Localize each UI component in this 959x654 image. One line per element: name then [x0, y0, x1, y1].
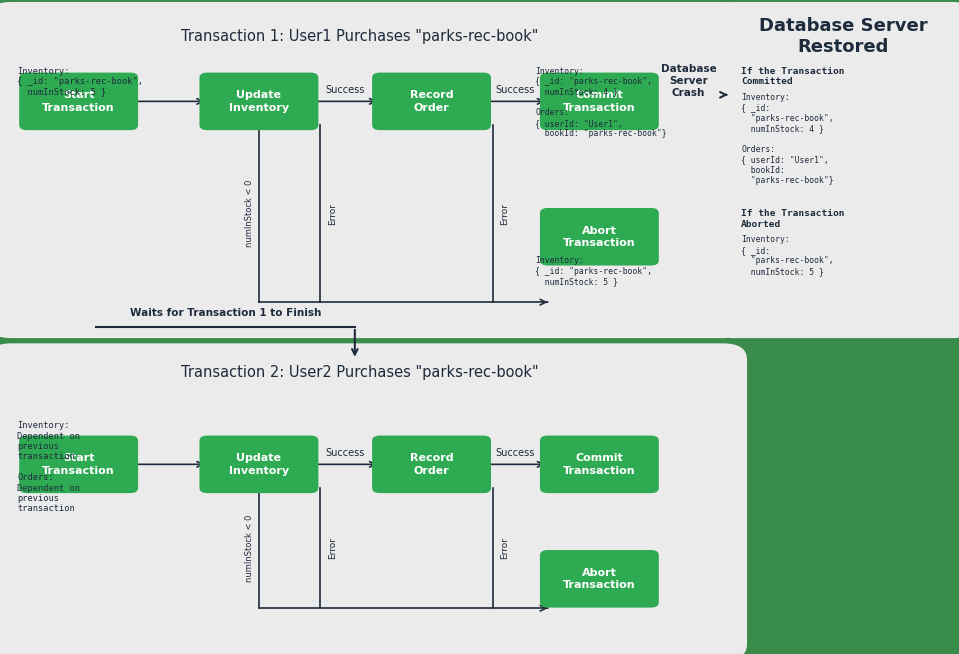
FancyBboxPatch shape [540, 208, 659, 266]
Text: Error: Error [328, 537, 337, 559]
FancyBboxPatch shape [19, 73, 138, 130]
Text: Abort
Transaction: Abort Transaction [563, 568, 636, 590]
FancyBboxPatch shape [372, 73, 491, 130]
Text: Update
Inventory: Update Inventory [229, 453, 289, 475]
Text: Success: Success [325, 84, 365, 95]
Text: numInStock < 0: numInStock < 0 [245, 180, 254, 247]
Text: If the Transaction
Aborted: If the Transaction Aborted [741, 209, 845, 229]
FancyBboxPatch shape [0, 343, 747, 654]
Text: numInStock < 0: numInStock < 0 [245, 514, 254, 582]
Text: Update
Inventory: Update Inventory [229, 90, 289, 112]
FancyBboxPatch shape [540, 436, 659, 493]
Text: Success: Success [496, 447, 535, 458]
Text: Inventory:
{ _id: "parks-rec-book",
  numInStock: 5 }: Inventory: { _id: "parks-rec-book", numI… [535, 256, 652, 286]
Text: Database Server
Restored: Database Server Restored [759, 17, 927, 56]
Text: Inventory:
{ _id: "parks-rec-book",
  numInStock: 5 }: Inventory: { _id: "parks-rec-book", numI… [17, 67, 143, 97]
FancyBboxPatch shape [540, 73, 659, 130]
FancyBboxPatch shape [710, 2, 959, 338]
Text: Commit
Transaction: Commit Transaction [563, 90, 636, 112]
FancyBboxPatch shape [540, 550, 659, 608]
Text: Error: Error [501, 537, 509, 559]
Text: Start
Transaction: Start Transaction [42, 453, 115, 475]
Text: Inventory:
{ _id: "parks-rec-book",
  numInStock: 4 }

Orders:
{ userId: "User1": Inventory: { _id: "parks-rec-book", numI… [535, 67, 667, 138]
Text: Record
Order: Record Order [409, 453, 454, 475]
Text: Error: Error [501, 203, 509, 224]
Text: Abort
Transaction: Abort Transaction [563, 226, 636, 248]
Text: Record
Order: Record Order [409, 90, 454, 112]
Text: Success: Success [496, 84, 535, 95]
Text: Inventory:
{ _id:
  "parks-rec-book",
  numInStock: 4 }

Orders:
{ userId: "User: Inventory: { _id: "parks-rec-book", numI… [741, 93, 834, 185]
Text: Success: Success [325, 447, 365, 458]
Text: If the Transaction
Committed: If the Transaction Committed [741, 67, 845, 86]
Text: Inventory:
{ _id:
  "parks-rec-book",
  numInStock: 5 }: Inventory: { _id: "parks-rec-book", numI… [741, 235, 834, 275]
Text: Transaction 1: User1 Purchases "parks-rec-book": Transaction 1: User1 Purchases "parks-re… [181, 29, 538, 44]
FancyBboxPatch shape [372, 436, 491, 493]
Text: Waits for Transaction 1 to Finish: Waits for Transaction 1 to Finish [129, 308, 321, 318]
Text: Database
Server
Crash: Database Server Crash [661, 65, 716, 97]
Text: Transaction 2: User2 Purchases "parks-rec-book": Transaction 2: User2 Purchases "parks-re… [181, 366, 538, 380]
Text: Commit
Transaction: Commit Transaction [563, 453, 636, 475]
FancyBboxPatch shape [0, 2, 747, 338]
FancyBboxPatch shape [199, 436, 318, 493]
FancyBboxPatch shape [19, 436, 138, 493]
Text: Error: Error [328, 203, 337, 224]
FancyBboxPatch shape [199, 73, 318, 130]
Text: Start
Transaction: Start Transaction [42, 90, 115, 112]
Text: Inventory:
Dependent on
previous
transaction

Orders:
Dependent on
previous
tran: Inventory: Dependent on previous transac… [17, 421, 81, 513]
